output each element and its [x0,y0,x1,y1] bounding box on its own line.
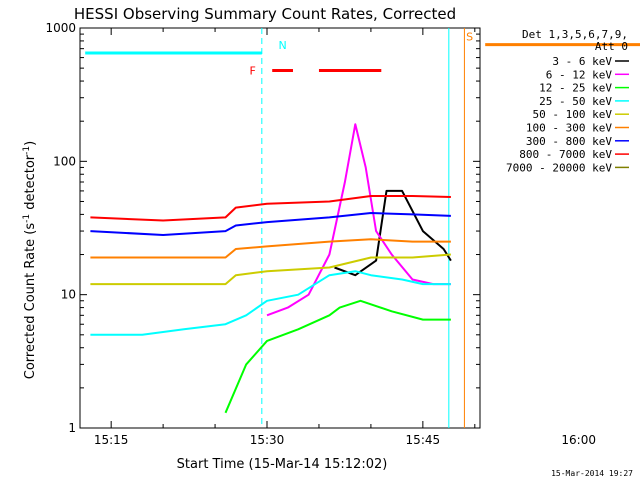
flare-label: F [249,65,255,78]
x-tick-label: 16:00 [561,433,596,447]
legend-header-detectors: Det 1,3,5,6,7,9, [522,28,628,41]
legend-label: 300 - 800 keV [526,135,612,148]
y-axis-label: Corrected Count Rate (s-1 detector-1) [22,141,38,379]
legend-label: 7000 - 20000 keV [506,161,612,174]
y-tick-label: 1000 [45,21,76,35]
legend-label: 6 - 12 keV [546,68,613,81]
legend-label: 800 - 7000 keV [519,148,612,161]
plot-frame [79,27,481,429]
legend-header-attenuator: Att 0 [595,40,628,53]
y-tick-label: 1 [68,421,76,435]
series-line [266,123,451,317]
series-line [224,299,451,414]
chart-title: HESSI Observing Summary Count Rates, Cor… [74,5,456,23]
night-label: N [278,39,286,52]
generation-timestamp: 15-Mar-2014 19:27 [551,469,633,478]
x-axis-label: Start Time (15-Mar-14 15:12:02) [177,457,388,472]
x-tick-label: 15:30 [250,433,285,447]
legend-label: 12 - 25 keV [539,82,612,95]
legend-label: 3 - 6 keV [552,55,612,68]
legend-label: 100 - 300 keV [526,122,612,135]
series-line [90,238,451,259]
series-line [90,253,451,286]
series-line [90,270,451,336]
series-line [90,212,451,236]
x-tick-label: 15:45 [406,433,441,447]
x-tick-label: 15:15 [94,433,129,447]
plot-area: 110100100015:1515:3015:4516:0016:1516:30… [45,21,640,447]
legend-label: 25 - 50 keV [539,95,612,108]
legend-label: 50 - 100 keV [533,108,613,121]
series-line [90,195,451,222]
y-tick-label: 10 [61,288,76,302]
saa-label: S [466,31,473,44]
y-tick-label: 100 [53,154,76,168]
